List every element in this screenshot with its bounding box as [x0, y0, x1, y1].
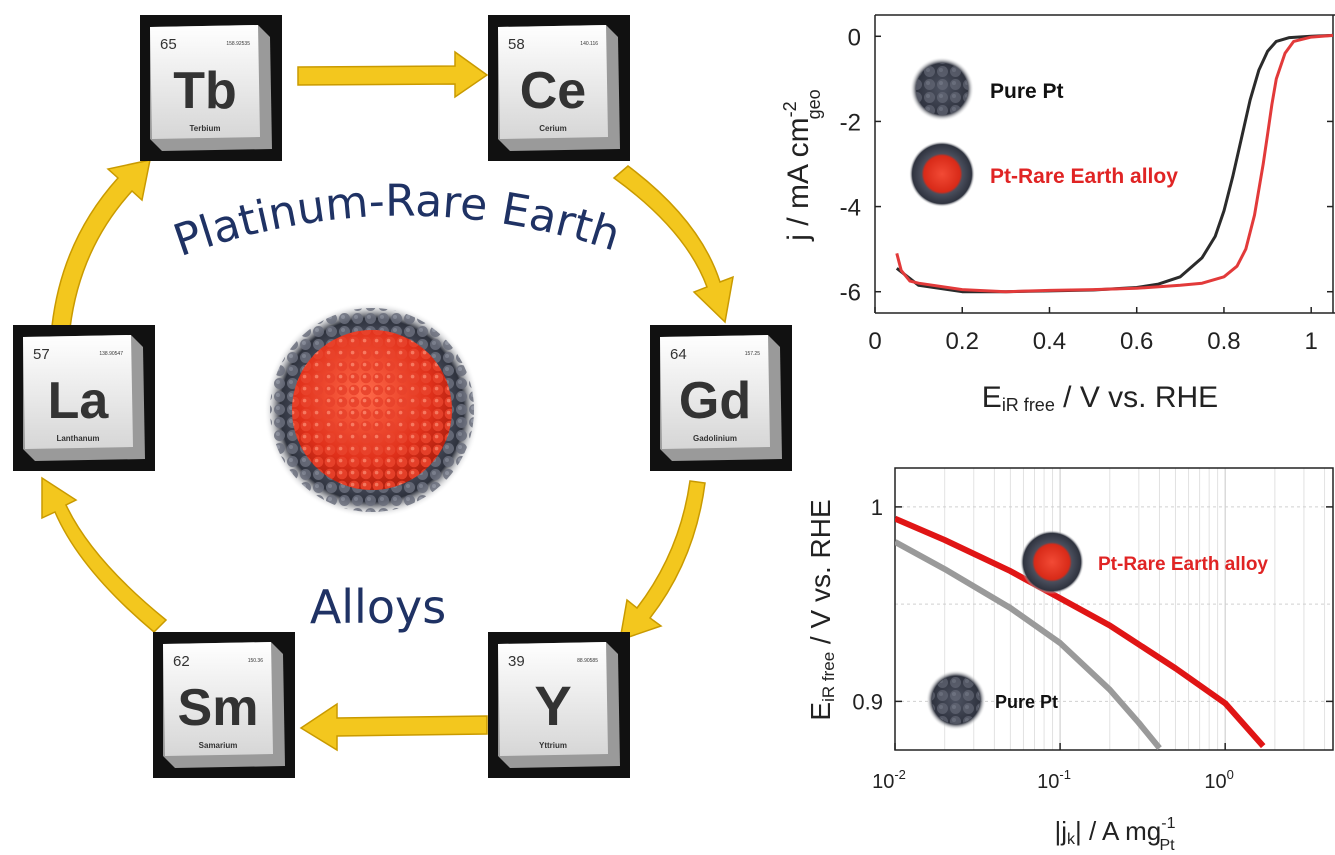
element-name: Yttrium [539, 741, 567, 750]
x-tick-label: 0.6 [1120, 328, 1153, 355]
x-tick-label: 0.8 [1207, 328, 1240, 355]
atomic-weight: 140.116 [580, 41, 598, 47]
y-tick-label: -4 [840, 195, 861, 222]
atomic-number: 57 [33, 346, 50, 363]
series-pure-pt [895, 539, 1162, 750]
legend-pure-pt: Pure Pt [990, 80, 1064, 103]
tile-y: 39 88.90585 Y Yttrium [488, 632, 630, 778]
atomic-weight: 150.36 [248, 658, 264, 664]
bottom-frame [894, 467, 1334, 751]
arrow-tb-ce [297, 50, 489, 99]
atomic-number: 64 [670, 346, 687, 363]
bottom-ylabel: EiR free / V vs. RHE [805, 499, 838, 720]
arrow-gd-y [619, 480, 706, 642]
element-symbol: Y [534, 674, 571, 737]
x-tick-label: 100 [1204, 767, 1233, 793]
cycle-arrows [41, 50, 734, 752]
element-name: Lanthanum [56, 434, 99, 443]
top-xlabel: EiR free / V vs. RHE [982, 381, 1218, 415]
arrow-sm-la [41, 476, 168, 634]
x-tick-label: 0 [868, 328, 881, 355]
x-tick-label: 0.4 [1033, 328, 1066, 355]
tile-la: 57 138.90547 La Lanthanum [13, 325, 155, 471]
element-tiles: 65 158.92535 Tb Terbium 58 140.116 Ce Cerium 64 1… [13, 15, 792, 778]
title-line2: Alloys [310, 580, 446, 634]
arrow-y-sm [299, 702, 488, 752]
element-symbol: La [48, 372, 110, 430]
legend2-alloy-particle [1020, 530, 1084, 594]
lsv-chart: 0 0.2 0.4 0.6 0.8 1 0 -2 -4 -6 Pure Pt Pt-Rare Ea… [780, 14, 1335, 415]
y-tick-label: -6 [840, 280, 861, 307]
legend2-pure-pt: Pure Pt [995, 692, 1058, 712]
element-symbol: Tb [173, 62, 237, 120]
element-name: Cerium [539, 124, 567, 133]
tile-ce: 58 140.116 Ce Cerium [488, 15, 630, 161]
atomic-number: 39 [508, 653, 525, 670]
atomic-weight: 138.90547 [99, 351, 123, 357]
bottom-xlabel: |jk| / A mg-1 Pt [1054, 815, 1175, 854]
y-tick-label: 0 [848, 24, 861, 51]
arrow-la-tb [51, 159, 151, 329]
tile-gd: 64 157.25 Gd Gadolinium [650, 325, 792, 471]
element-symbol: Ce [520, 62, 586, 120]
atomic-number: 65 [160, 36, 177, 53]
tile-sm: 62 150.36 Sm Samarium [153, 632, 295, 778]
tile-tb: 65 158.92535 Tb Terbium [140, 15, 282, 161]
atomic-weight: 158.92535 [226, 41, 250, 47]
series-alloy [895, 33, 1334, 294]
x-tick-label: 1 [1305, 328, 1318, 355]
element-symbol: Sm [178, 679, 259, 737]
legend2-alloy: Pt-Rare Earth alloy [1098, 554, 1268, 575]
core-shell-nanoparticle [264, 302, 480, 518]
legend-alloy: Pt-Rare Earth alloy [990, 165, 1178, 188]
legend-alloy-particle [909, 141, 975, 207]
x-tick-label: 0.2 [946, 328, 979, 355]
bottom-legend: Pt-Rare Earth alloy Pure Pt [926, 530, 1268, 730]
y-tick-label: -2 [840, 109, 861, 136]
title-line1: Platinum-Rare Earth [167, 176, 626, 267]
element-name: Samarium [199, 741, 238, 750]
x-tick-label: 10-1 [1037, 767, 1071, 793]
x-tick-label: 10-2 [872, 767, 906, 793]
element-name: Gadolinium [693, 434, 737, 443]
atomic-weight: 88.90585 [577, 658, 598, 664]
atomic-number: 58 [508, 36, 525, 53]
atomic-weight: 157.25 [745, 351, 761, 357]
tafel-chart: 10-2 10-1 100 1 0.9 Pt-Rare Earth alloy Pure… [805, 467, 1334, 854]
y-tick-label: 0.9 [852, 689, 883, 714]
arrow-ce-gd [612, 165, 734, 324]
element-symbol: Gd [679, 372, 751, 430]
top-legend: Pure Pt Pt-Rare Earth alloy [909, 57, 1178, 207]
top-ylabel: j / mA cm-2 geo [780, 89, 824, 241]
y-tick-label: 1 [871, 495, 883, 520]
series-alloy [895, 515, 1266, 749]
element-name: Terbium [190, 124, 221, 133]
atomic-number: 62 [173, 653, 190, 670]
